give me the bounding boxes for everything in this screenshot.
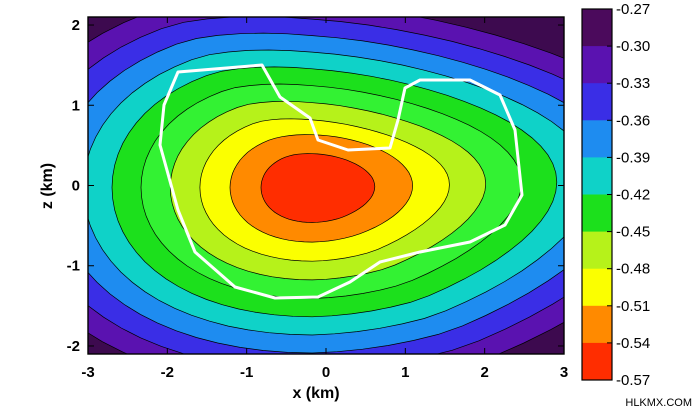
y-tick-label: -1 (67, 258, 80, 275)
colorbar-label: -0.51 (616, 298, 650, 315)
x-tick-label: -2 (161, 364, 174, 381)
colorbar-label: -0.48 (616, 261, 650, 278)
x-ticks: -3 -2 -1 0 1 2 3 (81, 17, 568, 381)
y-axis-label: z (km) (39, 163, 56, 209)
watermark: HLKMX.COM (625, 397, 692, 409)
colorbar-swatch (582, 9, 612, 47)
y-tick-label: 2 (72, 17, 80, 34)
colorbar-swatch (582, 231, 612, 270)
colorbar-swatch (582, 194, 612, 233)
colorbar-swatch (582, 83, 612, 121)
colorbar-label: -0.27 (616, 1, 650, 18)
colorbar-label: -0.57 (616, 372, 650, 389)
colorbar-swatch (582, 268, 612, 307)
colorbar-swatch (582, 46, 612, 84)
x-tick-label: 2 (480, 364, 488, 381)
contour-level-10 (260, 153, 376, 223)
contour-fills (88, 17, 564, 354)
colorbar-swatch (582, 305, 612, 344)
plot-area (88, 17, 564, 354)
x-tick-label: -1 (240, 364, 253, 381)
y-tick-label: 0 (72, 178, 80, 195)
y-tick-label: -2 (67, 338, 80, 355)
colorbar-swatch (582, 342, 612, 381)
colorbar-label: -0.36 (616, 112, 650, 129)
colorbar-label: -0.45 (616, 224, 650, 241)
y-ticks: 2 1 0 -1 -2 (67, 17, 564, 355)
colorbar-label: -0.30 (616, 38, 650, 55)
x-tick-label: 1 (401, 364, 409, 381)
colorbar-swatch (582, 120, 612, 158)
colorbar-label: -0.54 (616, 335, 650, 352)
colorbar (582, 9, 612, 381)
colorbar-label: -0.33 (616, 75, 650, 92)
x-tick-label: 0 (322, 364, 330, 381)
colorbar-label: -0.42 (616, 187, 650, 204)
colorbar-swatch (582, 157, 612, 195)
x-tick-label: -3 (81, 364, 94, 381)
colorbar-labels: -0.27 -0.30 -0.33 -0.36 -0.39 -0.42 -0.45 -0.48… (607, 1, 650, 389)
colorbar-label: -0.39 (616, 149, 650, 166)
x-tick-label: 3 (560, 364, 568, 381)
outline-curve (158, 63, 524, 300)
x-axis-label: x (km) (292, 385, 339, 402)
y-tick-label: 1 (72, 97, 80, 114)
